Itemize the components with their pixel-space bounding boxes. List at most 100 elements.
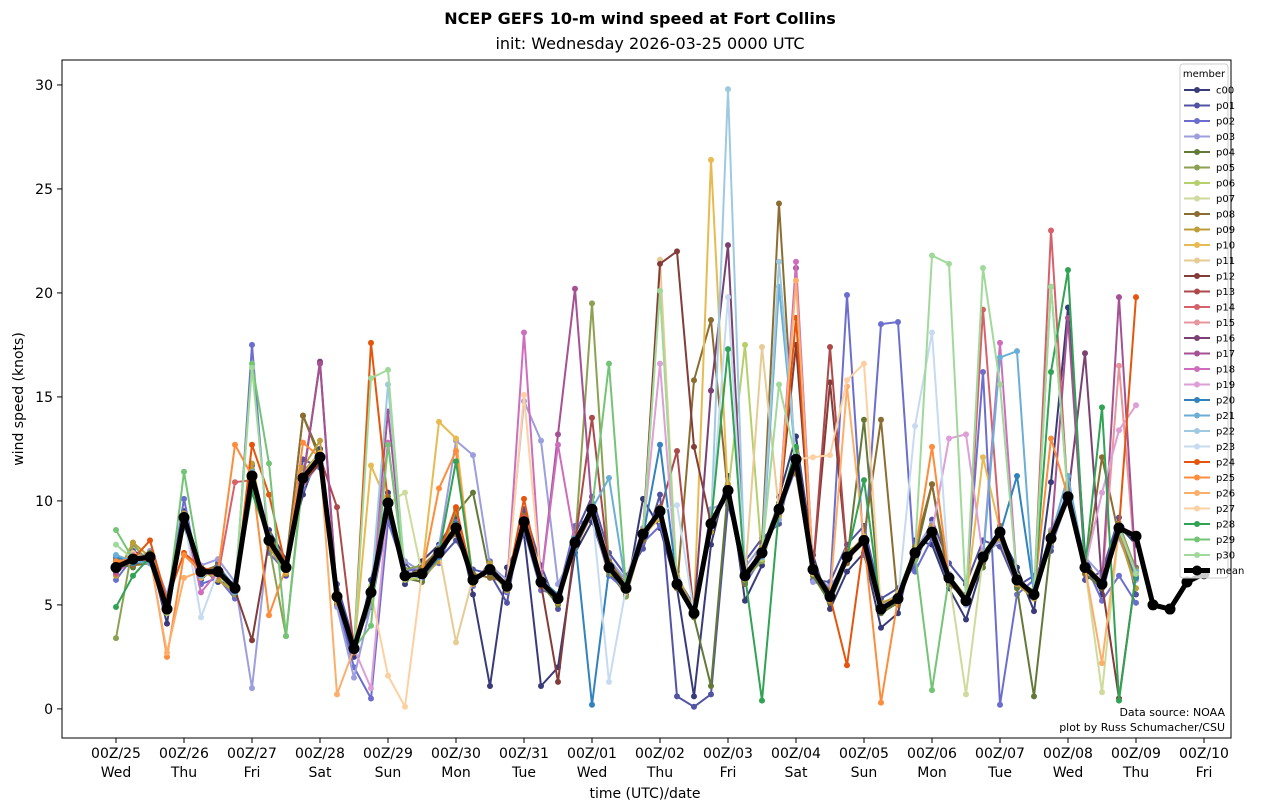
legend-marker bbox=[1194, 319, 1200, 326]
data-point-p18 bbox=[997, 339, 1003, 346]
data-point-c00 bbox=[742, 597, 748, 604]
data-point-p26 bbox=[181, 574, 187, 581]
legend-item-p05: p05 bbox=[1184, 163, 1235, 174]
data-point-p16 bbox=[725, 242, 731, 249]
data-point-p25 bbox=[929, 443, 935, 450]
legend-marker bbox=[1194, 288, 1200, 295]
legend-label: p23 bbox=[1216, 442, 1235, 453]
data-point-p12 bbox=[555, 678, 561, 685]
data-point-p28 bbox=[1099, 404, 1105, 411]
x-tick-label-day: Tue bbox=[987, 765, 1012, 781]
x-axis-label: time (UTC)/date bbox=[589, 786, 700, 802]
data-point-mean bbox=[824, 591, 836, 603]
data-point-p30 bbox=[929, 252, 935, 259]
legend-marker bbox=[1194, 87, 1200, 93]
legend-label: p17 bbox=[1216, 349, 1235, 360]
data-point-c00 bbox=[470, 591, 476, 598]
x-tick-label-day: Wed bbox=[1053, 765, 1084, 781]
data-point-mean bbox=[671, 578, 683, 590]
data-point-p27 bbox=[810, 454, 816, 461]
data-point-p03 bbox=[249, 685, 255, 692]
legend-marker bbox=[1194, 335, 1200, 341]
data-point-mean bbox=[1113, 522, 1125, 534]
data-point-p18 bbox=[521, 329, 527, 336]
data-point-p25 bbox=[878, 699, 884, 706]
data-point-p28 bbox=[1048, 368, 1054, 375]
legend-item-p18: p18 bbox=[1184, 365, 1235, 376]
data-point-p27 bbox=[827, 452, 833, 459]
data-point-mean bbox=[909, 547, 921, 559]
data-point-p20 bbox=[589, 701, 595, 708]
data-point-p02 bbox=[113, 576, 119, 583]
data-point-p30 bbox=[980, 264, 986, 271]
legend-label: p19 bbox=[1216, 380, 1235, 391]
data-point-p24 bbox=[368, 339, 374, 346]
data-point-p08 bbox=[1099, 454, 1105, 461]
data-point-p17 bbox=[1065, 314, 1071, 321]
data-point-p13 bbox=[334, 504, 340, 511]
data-point-p25 bbox=[453, 447, 459, 454]
y-tick-label: 5 bbox=[44, 598, 53, 614]
data-point-mean bbox=[1130, 530, 1142, 542]
legend-label: p29 bbox=[1216, 535, 1235, 546]
data-point-p17 bbox=[572, 285, 578, 292]
data-point-p01 bbox=[674, 693, 680, 700]
x-tick-label-day: Fri bbox=[720, 765, 737, 781]
legend-item-p03: p03 bbox=[1184, 132, 1235, 143]
legend-marker bbox=[1194, 242, 1200, 248]
data-point-p25 bbox=[181, 551, 187, 558]
data-point-mean bbox=[518, 516, 530, 528]
data-point-p26 bbox=[1099, 660, 1105, 667]
legend-marker bbox=[1194, 474, 1200, 481]
x-tick-label-time: 00Z/04 bbox=[771, 746, 821, 762]
x-tick-label-day: Sun bbox=[375, 765, 402, 781]
data-point-c00 bbox=[1048, 479, 1054, 486]
data-point-p29 bbox=[249, 360, 255, 367]
data-point-p28 bbox=[453, 458, 459, 465]
data-point-p19 bbox=[946, 435, 952, 442]
data-point-mean bbox=[756, 547, 768, 559]
x-tick-label-day: Tue bbox=[511, 765, 536, 781]
legend-item-p30: p30 bbox=[1184, 551, 1235, 562]
legend-item-p08: p08 bbox=[1184, 210, 1235, 221]
x-tick-label-time: 00Z/25 bbox=[91, 746, 141, 762]
y-axis: 0 5 10 15 20 25 30 bbox=[35, 78, 62, 718]
legend-label: p18 bbox=[1216, 365, 1235, 376]
legend-label: p12 bbox=[1216, 272, 1235, 283]
data-point-p10 bbox=[980, 454, 986, 461]
data-point-p28 bbox=[725, 346, 731, 353]
legend-item-p13: p13 bbox=[1184, 287, 1235, 298]
x-tick-label-time: 00Z/06 bbox=[907, 746, 957, 762]
data-point-p04 bbox=[470, 489, 476, 496]
x-tick-label-day: Wed bbox=[101, 765, 132, 781]
data-point-p26 bbox=[164, 649, 170, 656]
data-point-p29 bbox=[181, 468, 187, 475]
data-point-p08 bbox=[878, 416, 884, 423]
data-point-p25 bbox=[436, 485, 442, 492]
legend-marker bbox=[1194, 273, 1200, 279]
data-point-p27 bbox=[844, 377, 850, 384]
data-point-p24 bbox=[844, 662, 850, 669]
data-point-p12 bbox=[674, 248, 680, 255]
data-point-p04 bbox=[708, 683, 714, 690]
legend-item-p19: p19 bbox=[1184, 380, 1235, 391]
series-line-c00 bbox=[115, 306, 1137, 698]
data-point-p29 bbox=[368, 622, 374, 629]
data-point-p18 bbox=[793, 258, 799, 265]
data-point-p11 bbox=[453, 639, 459, 646]
y-tick-label: 20 bbox=[35, 286, 53, 302]
data-point-mean bbox=[1164, 603, 1176, 615]
series-line-p28 bbox=[115, 269, 1137, 702]
data-point-mean bbox=[110, 561, 122, 573]
data-point-mean bbox=[688, 607, 700, 619]
data-point-mean bbox=[977, 551, 989, 563]
x-tick-label-day: Sun bbox=[851, 765, 878, 781]
source-annotation-line1: Data source: NOAA bbox=[1119, 706, 1225, 719]
data-point-p25 bbox=[232, 441, 238, 448]
legend-marker bbox=[1194, 211, 1200, 217]
data-point-p19 bbox=[1099, 489, 1105, 496]
series-line-p23 bbox=[115, 296, 1137, 683]
data-point-mean bbox=[484, 564, 496, 576]
legend-label: p28 bbox=[1216, 520, 1235, 531]
x-tick-label-day: Mon bbox=[441, 765, 471, 781]
